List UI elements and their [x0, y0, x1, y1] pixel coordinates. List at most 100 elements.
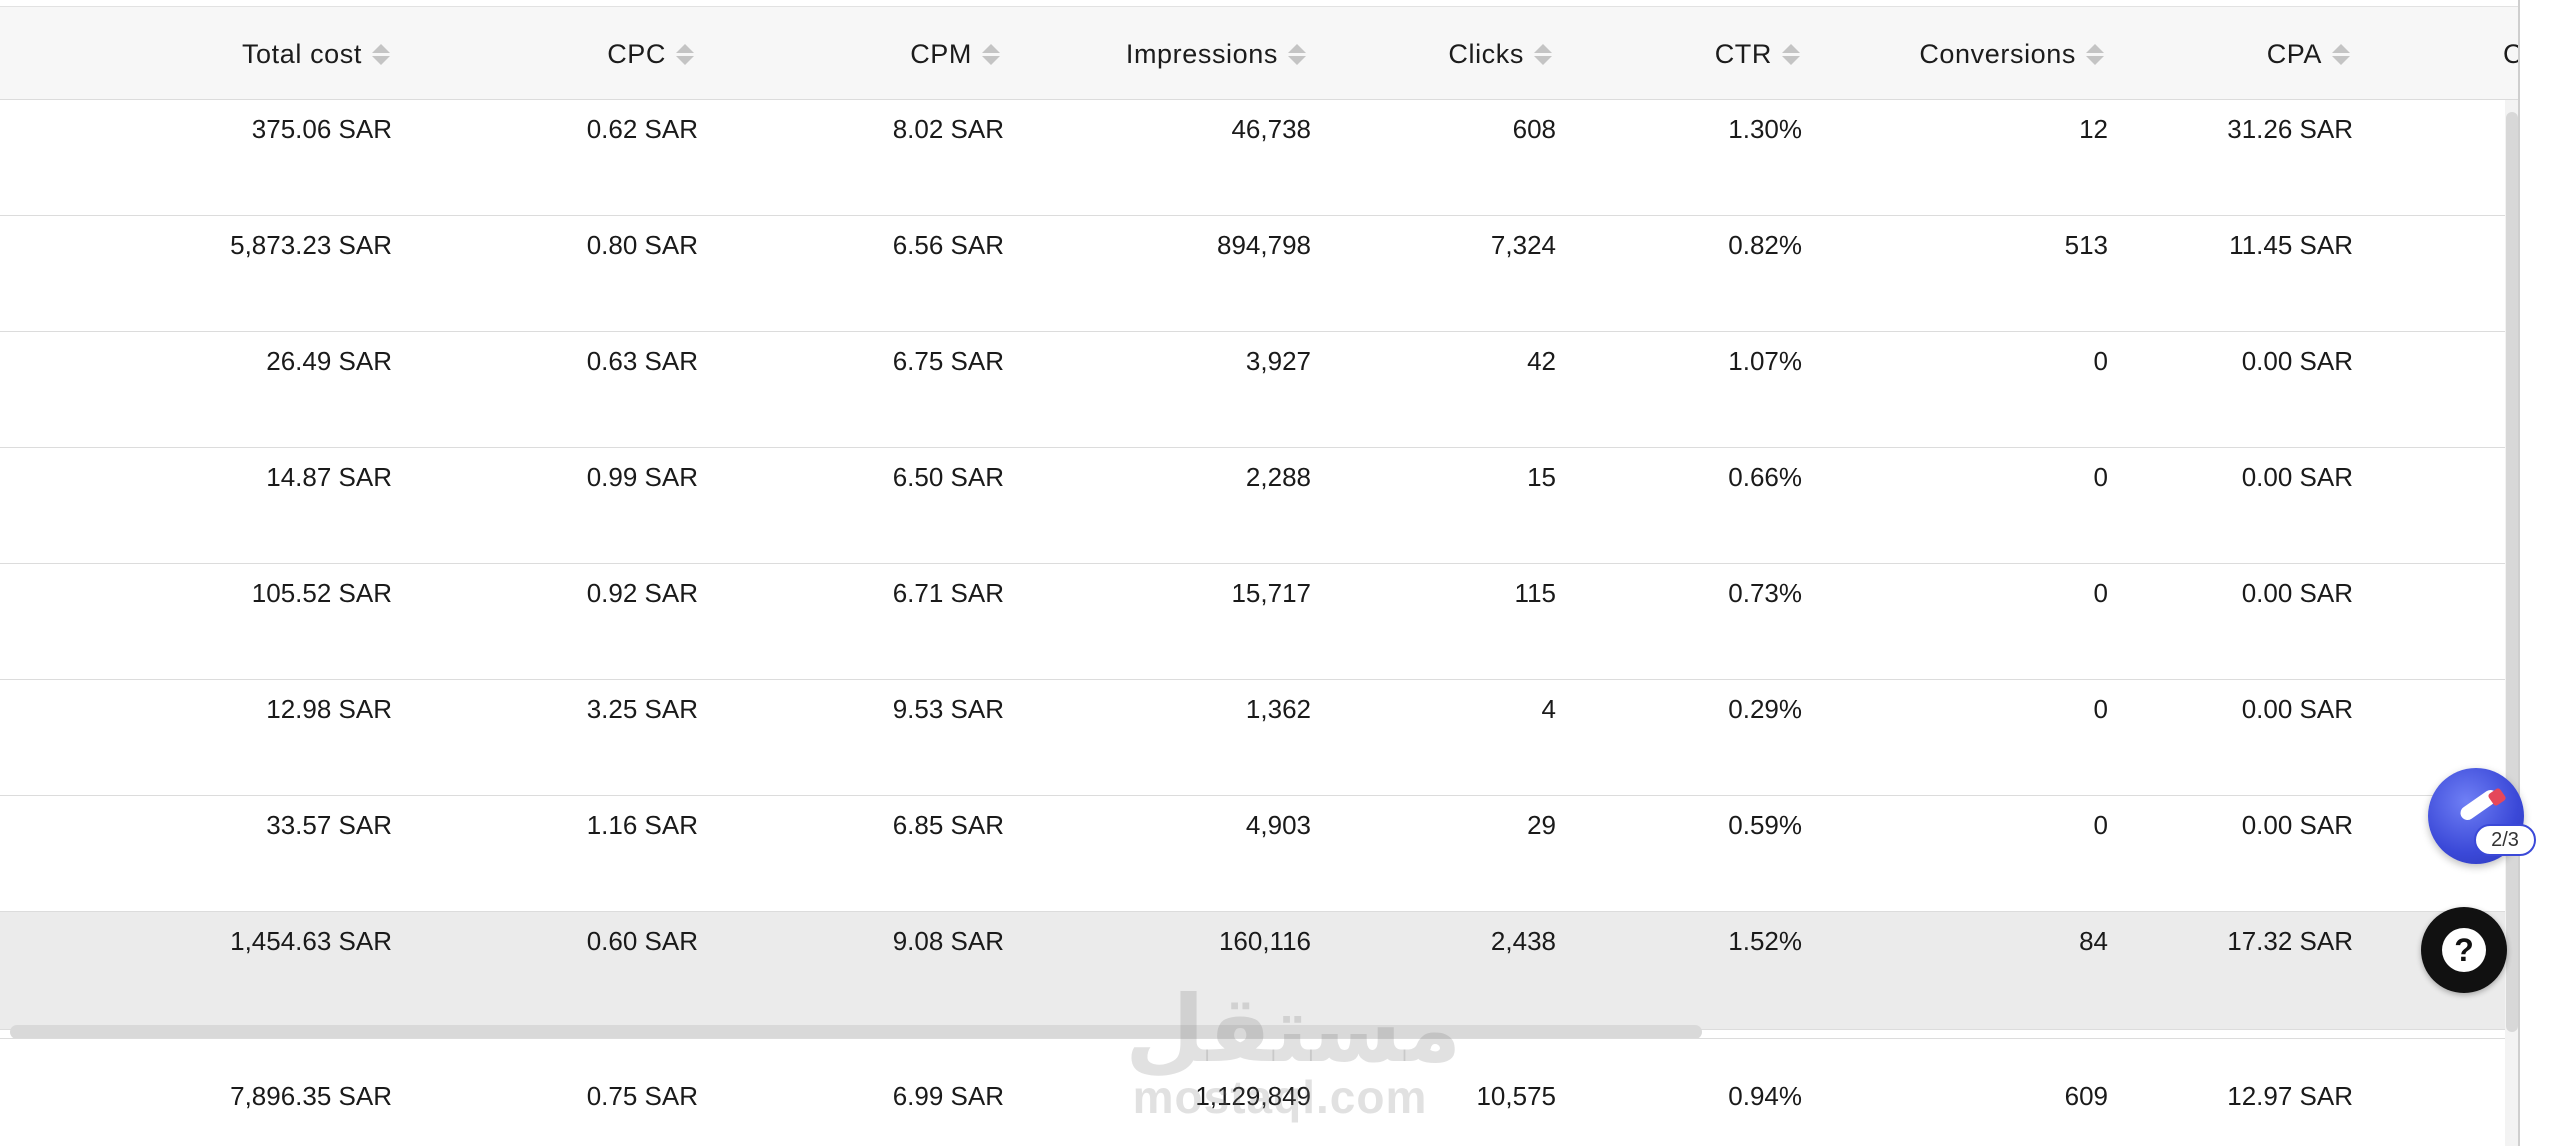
table-row[interactable]: 12.98 SAR 3.25 SAR 9.53 SAR 1,362 4 0.29% 0 0.0…	[0, 680, 2505, 796]
cell-impressions: 894,798	[1217, 230, 1311, 260]
cell-clicks: 15	[1527, 462, 1556, 492]
cell-ctr: 1.52%	[1728, 926, 1802, 956]
cell-clicks: 42	[1527, 346, 1556, 376]
cell-ctr: 1.07%	[1728, 346, 1802, 376]
cell-cpm: 8.02 SAR	[892, 114, 1004, 144]
cell-cpa: 11.45 SAR	[2229, 230, 2353, 260]
cell-impressions: 46,738	[1231, 114, 1311, 144]
cell-impressions: 4,903	[1245, 810, 1311, 840]
cell-cpc: 3.25 SAR	[586, 694, 698, 724]
table-row[interactable]: 5,873.23 SAR 0.80 SAR 6.56 SAR 894,798 7,324…	[0, 216, 2505, 332]
cell-conversions: 84	[2079, 926, 2108, 956]
cell-clicks: 115	[1514, 578, 1556, 608]
column-header-clicks[interactable]: Clicks	[1300, 7, 1552, 101]
help-button[interactable]: ?	[2421, 907, 2507, 993]
cell-cpc: 0.99 SAR	[586, 462, 698, 492]
question-icon: ?	[2442, 928, 2486, 972]
cell-total-cost: 1,454.63 SAR	[230, 926, 392, 956]
cell-cpm: 6.56 SAR	[892, 230, 1004, 260]
column-header-impressions[interactable]: Impressions	[1060, 7, 1306, 101]
cell-cpm: 6.85 SAR	[892, 810, 1004, 840]
cell-clicks: 7,324	[1490, 230, 1556, 260]
cell-impressions: 1,129,849	[1195, 1081, 1311, 1111]
cell-cpa: 17.32 SAR	[2227, 926, 2353, 956]
cell-cpc: 0.60 SAR	[586, 926, 698, 956]
sort-icon[interactable]	[2332, 41, 2350, 67]
cell-cpc: 0.63 SAR	[586, 346, 698, 376]
column-label: Total cost	[241, 38, 362, 69]
cell-cpa: 12.97 SAR	[2227, 1081, 2353, 1111]
sort-icon[interactable]	[1288, 41, 1306, 67]
cell-ctr: 0.82%	[1728, 230, 1802, 260]
cell-cpc: 0.92 SAR	[586, 578, 698, 608]
column-label: CPA	[2266, 38, 2322, 69]
cell-impressions: 2,288	[1245, 462, 1311, 492]
cell-conversions: 609	[2064, 1081, 2108, 1111]
cell-total-cost: 7,896.35 SAR	[230, 1081, 392, 1111]
table-row[interactable]: 1,454.63 SAR 0.60 SAR 9.08 SAR 160,116 2,438…	[0, 912, 2505, 1030]
table-row[interactable]: 105.52 SAR 0.92 SAR 6.71 SAR 15,717 115 0.73%…	[0, 564, 2505, 680]
cell-total-cost: 5,873.23 SAR	[230, 230, 392, 260]
column-header-ctr[interactable]: CTR	[1560, 7, 1800, 101]
sort-icon[interactable]	[676, 41, 694, 67]
cell-conversions: 0	[2093, 810, 2108, 840]
cell-cpa: 0.00 SAR	[2241, 810, 2353, 840]
cell-cpm: 6.71 SAR	[892, 578, 1004, 608]
cell-cpc: 0.80 SAR	[586, 230, 698, 260]
sort-icon[interactable]	[2086, 41, 2104, 67]
cell-conversions: 513	[2064, 230, 2108, 260]
cell-ctr: 0.73%	[1728, 578, 1802, 608]
cell-impressions: 3,927	[1245, 346, 1311, 376]
cell-ctr: 0.29%	[1728, 694, 1802, 724]
cell-clicks: 2,438	[1490, 926, 1556, 956]
cell-conversions: 0	[2093, 346, 2108, 376]
vertical-scrollbar[interactable]	[2506, 112, 2518, 1032]
table-row[interactable]: 33.57 SAR 1.16 SAR 6.85 SAR 4,903 29 0.59% 0 0.…	[0, 796, 2505, 912]
cell-cpm: 6.50 SAR	[892, 462, 1004, 492]
column-header-cut-off[interactable]: C	[2503, 38, 2518, 69]
cell-clicks: 4	[1541, 694, 1556, 724]
cell-total-cost: 26.49 SAR	[266, 346, 392, 376]
cell-cpa: 0.00 SAR	[2241, 694, 2353, 724]
column-header-total-cost[interactable]: Total cost	[150, 7, 390, 101]
cell-total-cost: 12.98 SAR	[266, 694, 392, 724]
horizontal-scrollbar[interactable]	[10, 1025, 1702, 1039]
panel-divider	[2518, 0, 2520, 1146]
column-header-cpa[interactable]: CPA	[2110, 7, 2350, 101]
cell-conversions: 0	[2093, 462, 2108, 492]
cell-cpc: 0.62 SAR	[586, 114, 698, 144]
column-label: CPC	[607, 38, 666, 69]
cell-ctr: 1.30%	[1728, 114, 1802, 144]
column-label: CPM	[910, 38, 972, 69]
cell-ctr: 0.94%	[1728, 1081, 1802, 1111]
table-row[interactable]: 14.87 SAR 0.99 SAR 6.50 SAR 2,288 15 0.66% 0 0.…	[0, 448, 2505, 564]
table-header: Total cost CPC CPM Impressions Clicks CT…	[0, 6, 2518, 100]
column-header-cpm[interactable]: CPM	[760, 7, 1000, 101]
cell-impressions: 160,116	[1218, 926, 1311, 956]
cell-ctr: 0.66%	[1728, 462, 1802, 492]
sort-icon[interactable]	[1782, 41, 1800, 67]
cell-conversions: 0	[2093, 578, 2108, 608]
table-body: 375.06 SAR 0.62 SAR 8.02 SAR 46,738 608 1.30%…	[0, 100, 2505, 1030]
column-label: Impressions	[1125, 38, 1278, 69]
column-header-cpc[interactable]: CPC	[450, 7, 694, 101]
cell-cpm: 6.99 SAR	[892, 1081, 1004, 1111]
cell-total-cost: 14.87 SAR	[266, 462, 392, 492]
column-label: Conversions	[1919, 38, 2076, 69]
column-header-conversions[interactable]: Conversions	[1800, 7, 2104, 101]
cell-impressions: 15,717	[1231, 578, 1311, 608]
table-row[interactable]: 375.06 SAR 0.62 SAR 8.02 SAR 46,738 608 1.30%…	[0, 100, 2505, 216]
table-row[interactable]: 26.49 SAR 0.63 SAR 6.75 SAR 3,927 42 1.07% 0 0.…	[0, 332, 2505, 448]
cell-impressions: 1,362	[1245, 694, 1311, 724]
cell-ctr: 0.59%	[1728, 810, 1802, 840]
sort-icon[interactable]	[372, 41, 390, 67]
cell-clicks: 29	[1527, 810, 1556, 840]
cell-clicks: 10,575	[1476, 1081, 1556, 1111]
cell-total-cost: 375.06 SAR	[251, 114, 392, 144]
sort-icon[interactable]	[1534, 41, 1552, 67]
cell-clicks: 608	[1512, 114, 1556, 144]
widget-page-badge: 2/3	[2474, 824, 2536, 856]
sort-icon[interactable]	[982, 41, 1000, 67]
cell-cpa: 31.26 SAR	[2227, 114, 2353, 144]
